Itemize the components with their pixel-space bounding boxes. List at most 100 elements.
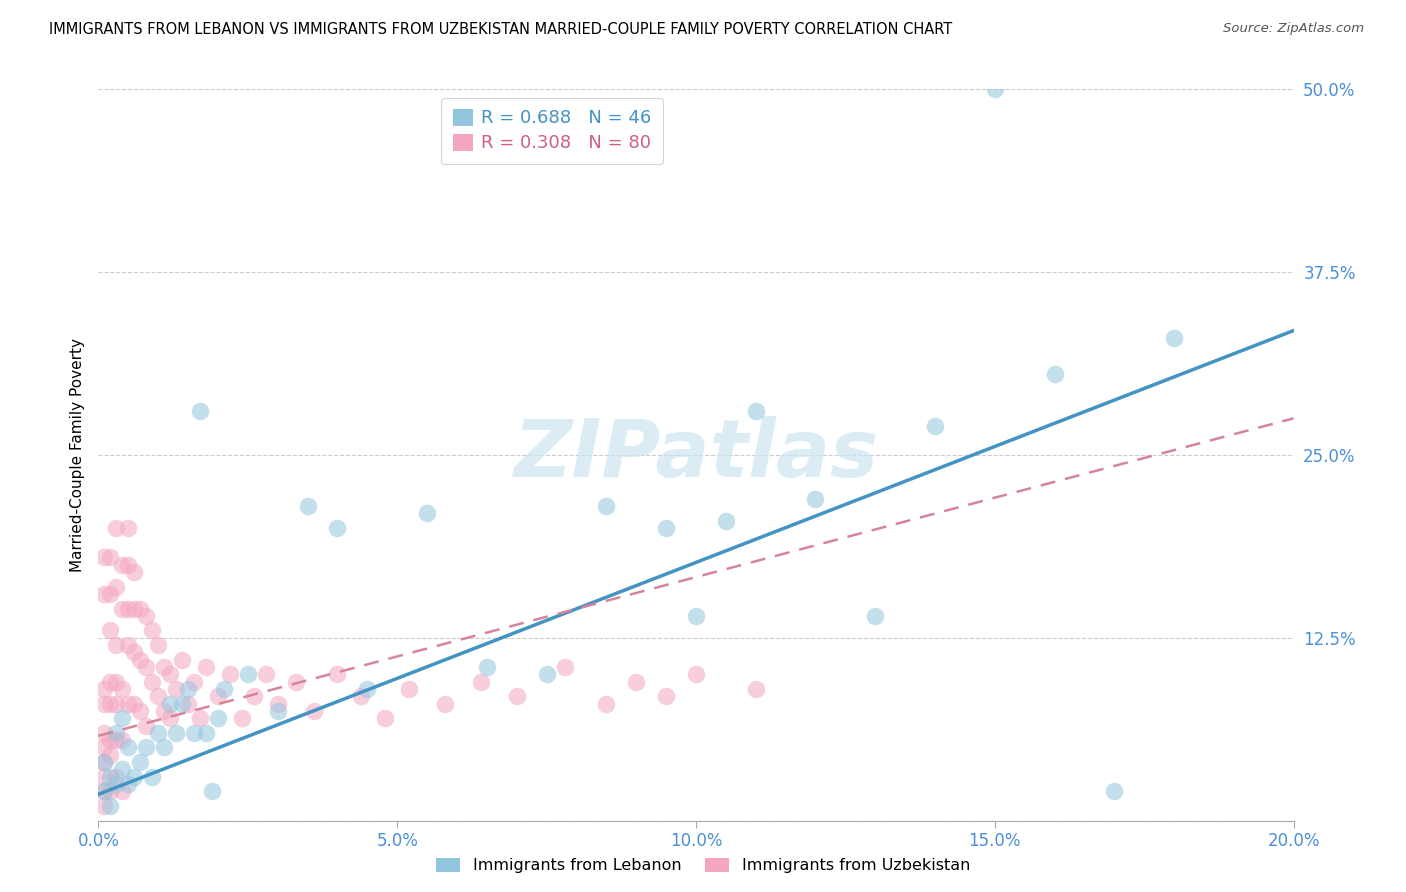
Point — [105, 638, 128, 652]
Point — [195, 660, 218, 674]
Point — [326, 521, 349, 535]
Point — [111, 784, 134, 798]
Point — [626, 674, 648, 689]
Point — [177, 681, 200, 696]
Point — [98, 747, 122, 762]
Point — [475, 660, 498, 674]
Legend: Immigrants from Lebanon, Immigrants from Uzbekistan: Immigrants from Lebanon, Immigrants from… — [429, 851, 977, 880]
Point — [111, 558, 134, 572]
Text: IMMIGRANTS FROM LEBANON VS IMMIGRANTS FROM UZBEKISTAN MARRIED-COUPLE FAMILY POVE: IMMIGRANTS FROM LEBANON VS IMMIGRANTS FR… — [49, 22, 952, 37]
Point — [148, 690, 170, 704]
Point — [129, 653, 152, 667]
Point — [93, 784, 115, 798]
Point — [284, 674, 307, 689]
Point — [297, 499, 319, 513]
Point — [93, 784, 115, 798]
Point — [105, 733, 128, 747]
Point — [105, 777, 128, 791]
Point — [98, 784, 122, 798]
Point — [188, 404, 211, 418]
Point — [111, 763, 134, 777]
Point — [207, 711, 229, 725]
Point — [267, 704, 290, 718]
Point — [159, 667, 181, 681]
Point — [93, 550, 115, 565]
Point — [302, 704, 325, 718]
Point — [153, 704, 176, 718]
Point — [135, 608, 157, 623]
Point — [655, 690, 678, 704]
Point — [865, 608, 887, 623]
Point — [172, 653, 194, 667]
Point — [93, 799, 115, 814]
Point — [655, 521, 678, 535]
Point — [243, 690, 266, 704]
Point — [98, 674, 122, 689]
Text: ZIPatlas: ZIPatlas — [513, 416, 879, 494]
Point — [129, 601, 152, 615]
Point — [159, 711, 181, 725]
Point — [804, 491, 827, 506]
Point — [745, 681, 768, 696]
Point — [98, 770, 122, 784]
Point — [595, 697, 617, 711]
Point — [117, 638, 139, 652]
Point — [153, 660, 176, 674]
Point — [685, 608, 707, 623]
Point — [183, 674, 205, 689]
Point — [93, 770, 115, 784]
Point — [98, 550, 122, 565]
Point — [141, 624, 163, 638]
Point — [129, 704, 152, 718]
Point — [148, 638, 170, 652]
Point — [111, 733, 134, 747]
Point — [207, 690, 229, 704]
Point — [98, 587, 122, 601]
Text: Source: ZipAtlas.com: Source: ZipAtlas.com — [1223, 22, 1364, 36]
Point — [745, 404, 768, 418]
Point — [231, 711, 253, 725]
Point — [398, 681, 420, 696]
Point — [93, 726, 115, 740]
Point — [105, 726, 128, 740]
Point — [267, 697, 290, 711]
Point — [98, 697, 122, 711]
Point — [506, 690, 529, 704]
Point — [165, 726, 187, 740]
Point — [1043, 368, 1066, 382]
Point — [117, 558, 139, 572]
Point — [93, 755, 115, 769]
Point — [470, 674, 492, 689]
Point — [536, 667, 558, 681]
Point — [124, 565, 146, 579]
Point — [416, 507, 439, 521]
Point — [124, 697, 146, 711]
Point — [105, 674, 128, 689]
Point — [117, 521, 139, 535]
Point — [254, 667, 277, 681]
Point — [105, 580, 128, 594]
Point — [98, 624, 122, 638]
Point — [98, 733, 122, 747]
Point — [201, 784, 224, 798]
Point — [93, 587, 115, 601]
Point — [984, 82, 1007, 96]
Point — [135, 718, 157, 732]
Point — [165, 681, 187, 696]
Point — [141, 674, 163, 689]
Point — [159, 697, 181, 711]
Point — [183, 726, 205, 740]
Point — [117, 697, 139, 711]
Point — [124, 645, 146, 659]
Point — [1163, 331, 1185, 345]
Point — [195, 726, 218, 740]
Point — [93, 755, 115, 769]
Point — [148, 726, 170, 740]
Point — [188, 711, 211, 725]
Point — [111, 681, 134, 696]
Point — [374, 711, 396, 725]
Point — [124, 601, 146, 615]
Point — [434, 697, 457, 711]
Point — [117, 777, 139, 791]
Point — [111, 601, 134, 615]
